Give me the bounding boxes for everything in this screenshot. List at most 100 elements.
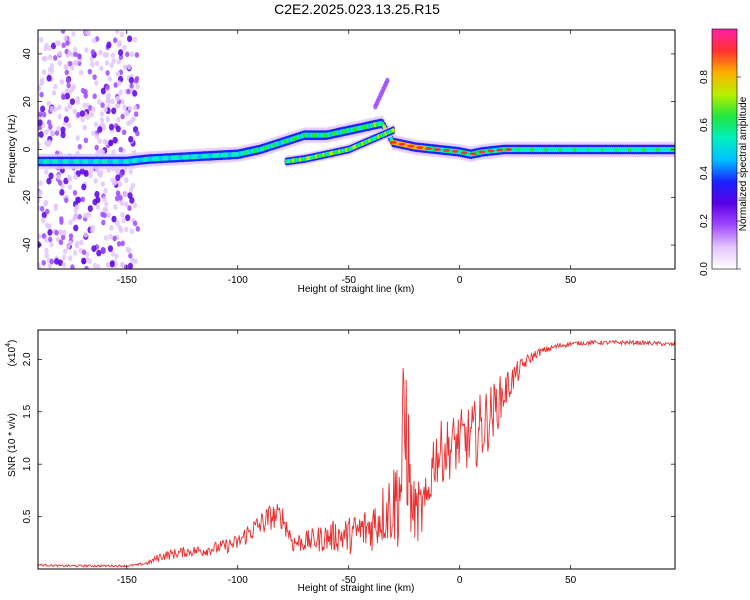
- noise-point: [75, 240, 80, 247]
- noise-point: [47, 139, 52, 146]
- noise-point: [111, 180, 117, 187]
- noise-point: [86, 30, 92, 37]
- noise-point: [65, 77, 71, 84]
- noise-point: [47, 236, 53, 243]
- noise-point: [43, 140, 49, 146]
- noise-point: [78, 247, 83, 254]
- noise-point: [94, 133, 100, 140]
- noise-point: [101, 247, 106, 254]
- noise-point: [121, 217, 126, 224]
- noise-point: [67, 50, 72, 56]
- noise-point: [119, 200, 125, 207]
- noise-point: [99, 169, 104, 176]
- noise-point: [57, 50, 63, 57]
- noise-point: [54, 40, 60, 46]
- noise-point: [127, 205, 132, 211]
- noise-point: [135, 130, 140, 137]
- noise-point: [102, 138, 108, 145]
- noise-point: [60, 30, 66, 34]
- noise-point: [110, 52, 116, 59]
- noise-point: [83, 231, 89, 238]
- noise-point: [108, 139, 114, 147]
- noise-point: [129, 83, 134, 89]
- noise-point: [73, 224, 79, 232]
- noise-point: [111, 58, 116, 64]
- x-tick-label: -50: [342, 275, 357, 286]
- noise-point: [38, 119, 43, 126]
- noise-point: [83, 212, 88, 219]
- noise-point: [128, 135, 134, 143]
- noise-point: [64, 88, 70, 94]
- noise-point: [114, 195, 120, 202]
- noise-point: [54, 229, 59, 236]
- noise-point: [87, 68, 93, 75]
- x-tick-label: 0: [457, 575, 463, 586]
- noise-point: [58, 239, 64, 246]
- x-tick-label: -50: [342, 575, 357, 586]
- noise-point: [103, 106, 108, 113]
- noise-point: [67, 122, 72, 129]
- noise-point: [84, 47, 89, 53]
- noise-point: [47, 54, 53, 61]
- snr-frame: [37, 329, 676, 570]
- noise-point: [40, 105, 46, 113]
- noise-point: [53, 83, 58, 90]
- noise-point: [109, 260, 115, 268]
- noise-point: [39, 91, 44, 98]
- x-tick-label: -150: [117, 275, 137, 286]
- noise-point: [114, 253, 119, 259]
- noise-point: [46, 74, 52, 82]
- noise-point: [125, 110, 130, 117]
- noise-point: [92, 262, 98, 269]
- noise-point: [38, 180, 43, 187]
- snr-exponent-label: (x104): [5, 340, 18, 367]
- noise-point: [74, 204, 80, 211]
- noise-point: [46, 177, 52, 185]
- x-tick-label: -150: [117, 575, 137, 586]
- svg-text:(x104): (x104): [5, 340, 18, 367]
- noise-point: [67, 174, 72, 181]
- noise-point: [49, 258, 54, 265]
- noise-point: [57, 113, 62, 120]
- noise-point: [41, 111, 47, 118]
- noise-point: [107, 245, 114, 253]
- spectrogram-y-axis-label: Frequency (Hz): [7, 115, 18, 184]
- exponent-close: ): [7, 340, 18, 343]
- noise-point: [100, 87, 106, 95]
- noise-point: [82, 102, 87, 109]
- y-tick-label: -40: [22, 237, 33, 252]
- noise-point: [58, 229, 63, 236]
- colorbar-tick-label: 0.0: [699, 262, 710, 276]
- snr-plot-area: [38, 339, 675, 568]
- ridge-peak: [442, 149, 450, 152]
- noise-point: [96, 249, 102, 257]
- noise-point: [89, 168, 94, 174]
- noise-point: [70, 64, 75, 71]
- noise-point: [115, 95, 120, 102]
- noise-point: [66, 82, 71, 89]
- noise-point: [109, 62, 114, 69]
- ridge-peak: [434, 148, 442, 151]
- noise-point: [127, 247, 132, 254]
- noise-point: [61, 254, 67, 261]
- x-tick-label: 50: [565, 575, 577, 586]
- noise-point: [38, 262, 41, 268]
- noise-point: [62, 229, 67, 236]
- noise-point: [103, 234, 109, 241]
- noise-point: [127, 192, 133, 199]
- noise-point: [67, 184, 73, 190]
- noise-point: [100, 122, 106, 128]
- noise-point: [93, 121, 99, 128]
- noise-point: [105, 84, 110, 91]
- noise-point: [65, 244, 71, 251]
- noise-point: [135, 83, 140, 90]
- noise-point: [95, 204, 101, 210]
- noise-point: [135, 226, 141, 232]
- noise-point: [94, 144, 99, 151]
- noise-point: [61, 42, 66, 49]
- noise-point: [116, 241, 122, 247]
- noise-point: [76, 111, 81, 118]
- snr-panel: -150 -100 -50 0 50 0.5 1.0 1.5 2.0 Height of str…: [5, 329, 676, 594]
- noise-point: [100, 102, 105, 108]
